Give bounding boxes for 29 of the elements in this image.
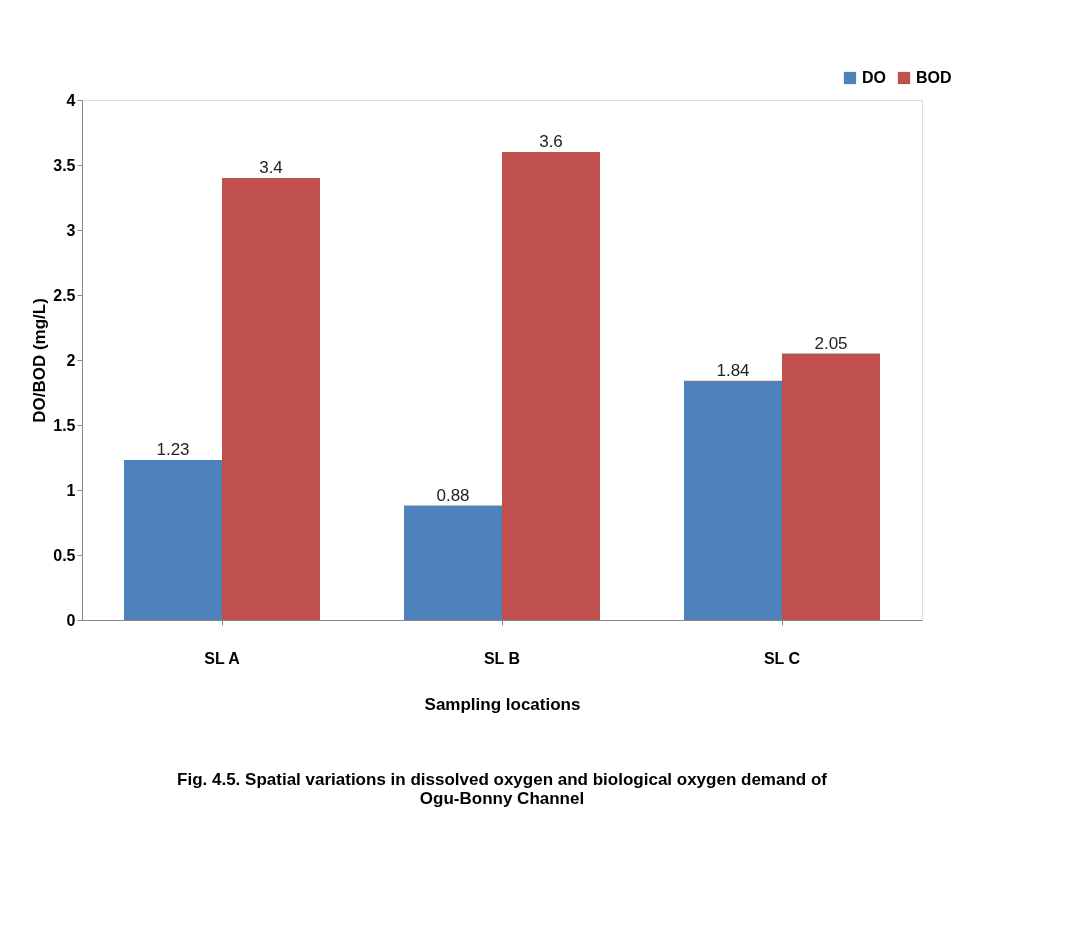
bar [502, 152, 600, 620]
data-label: 0.88 [436, 485, 470, 505]
y-tick-label: 2.5 [53, 286, 76, 304]
data-label: 1.84 [716, 360, 750, 380]
legend-label: DO [862, 69, 886, 86]
data-label: 3.6 [539, 132, 563, 151]
legend-label: BOD [916, 69, 952, 86]
y-tick-label: 1.5 [53, 416, 76, 434]
data-label: 2.05 [814, 333, 848, 353]
y-axis-title: DO/BOD (mg/L) [30, 298, 50, 423]
bar [684, 380, 782, 620]
y-tick-label: 3 [66, 221, 76, 239]
bar [124, 460, 222, 620]
x-tick-label: SL C [763, 649, 801, 667]
y-tick-label: 0.5 [53, 546, 76, 564]
bar [222, 178, 320, 620]
x-tick-label: SL B [483, 649, 521, 667]
y-tick-label: 0 [66, 611, 76, 629]
data-label: 3.4 [259, 158, 283, 177]
y-tick-label: 4 [66, 91, 76, 109]
x-tick-label: SL A [204, 649, 241, 667]
y-tick-label: 1 [66, 481, 76, 499]
y-tick-label: 3.5 [53, 156, 76, 174]
data-label: 1.23 [156, 440, 190, 460]
y-tick-label: 2 [66, 351, 76, 369]
bar [404, 505, 502, 620]
bar [782, 353, 880, 620]
caption: Fig. 4.5. Spatial variations in dissolved oxygen and biological oxygen demand of Ogu-Bonny Channel [177, 770, 828, 808]
x-axis-title: Sampling locations [424, 694, 581, 714]
